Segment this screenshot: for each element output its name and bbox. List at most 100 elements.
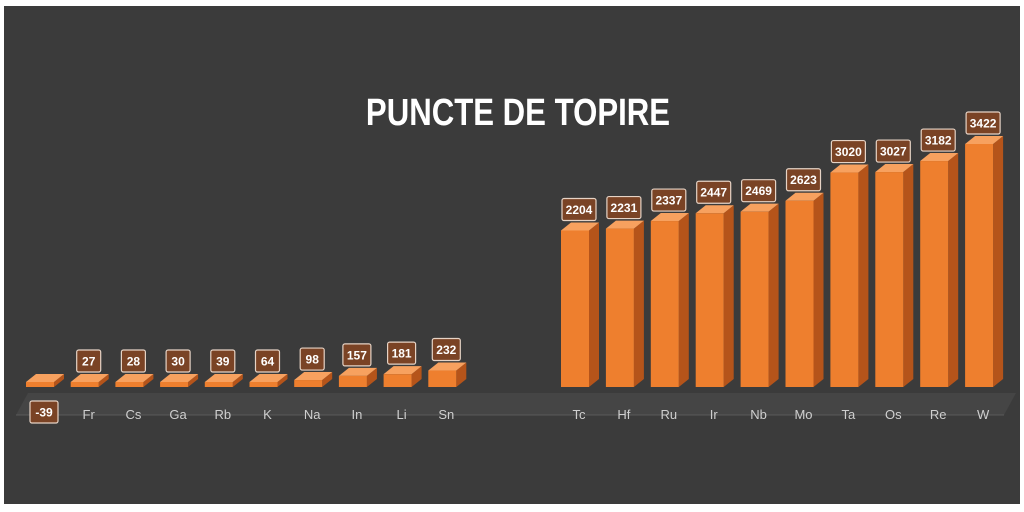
data-label-tc: 2204	[561, 197, 597, 222]
tick-label-in: In	[351, 407, 362, 422]
chart-frame: PUNCTE DE TOPIRE HgFrCsGaRbKNaInLiSnTcHf…	[4, 6, 1020, 504]
bar-front-sn	[428, 370, 457, 387]
bar-mo	[785, 192, 824, 387]
x-tick-labels: HgFrCsGaRbKNaInLiSnTcHfRuIrNbMoTaOsReW	[36, 407, 990, 422]
bar-side-na	[322, 372, 333, 387]
data-label-re: 3182	[920, 128, 956, 152]
bar-top-mo	[785, 192, 824, 201]
bar-front-mo	[785, 200, 814, 387]
data-label-box-na	[299, 347, 325, 371]
bar-front-li	[383, 374, 412, 387]
bar-front-hf	[605, 228, 634, 387]
floor-plane	[16, 393, 1016, 415]
bar-top-hf	[605, 220, 644, 229]
data-label-k: 64	[254, 349, 281, 373]
bars-group	[26, 136, 1004, 387]
data-label-li: 181	[387, 341, 417, 365]
data-label-rb: 39	[210, 349, 236, 373]
bar-front-hg	[26, 382, 54, 387]
bar-side-hg	[54, 374, 64, 387]
bar-top-fr	[70, 374, 109, 382]
bar-side-nb	[768, 203, 779, 387]
tick-label-tc: Tc	[573, 407, 587, 422]
tick-label-hf: Hf	[617, 407, 630, 422]
data-label-nb: 2469	[740, 179, 777, 203]
tick-label-li: Li	[397, 407, 407, 422]
bar-top-ir	[695, 205, 734, 214]
bar-top-re	[920, 153, 959, 162]
tick-label-w: W	[977, 407, 990, 422]
bar-front-cs	[115, 382, 144, 387]
tick-label-ru: Ru	[660, 407, 677, 422]
bar-side-sn	[456, 362, 467, 387]
data-label-box-hf	[606, 195, 642, 220]
bar-front-ta	[830, 172, 859, 387]
tick-label-rb: Rb	[214, 407, 231, 422]
bar-top-ga	[160, 374, 199, 382]
data-label-box-rb	[210, 349, 236, 373]
data-label-box-mo	[785, 168, 822, 192]
bar-hf	[605, 220, 644, 387]
chart-floor	[16, 393, 1016, 416]
bar-front-nb	[740, 211, 769, 387]
tick-label-ga: Ga	[169, 407, 187, 422]
bar-front-re	[920, 161, 949, 387]
bar-in	[338, 367, 377, 387]
data-label-box-hg	[29, 400, 59, 424]
tick-label-cs: Cs	[125, 407, 141, 422]
bar-w	[965, 136, 1004, 387]
bar-side-re	[948, 153, 959, 387]
data-label-mo: 2623	[785, 168, 822, 192]
bar-ir	[695, 205, 734, 387]
bar-front-os	[875, 172, 904, 387]
data-label-text-ir: 2447	[700, 186, 727, 200]
tick-label-nb: Nb	[750, 407, 767, 422]
melting-points-chart: HgFrCsGaRbKNaInLiSnTcHfRuIrNbMoTaOsReW -…	[16, 111, 1016, 424]
bar-top-na	[294, 372, 333, 381]
bar-top-k	[249, 374, 288, 382]
tick-label-na: Na	[304, 407, 321, 422]
data-label-text-k: 64	[261, 355, 275, 369]
bar-re	[920, 153, 959, 387]
bar-side-rb	[232, 374, 243, 387]
data-label-text-ru: 2337	[655, 194, 682, 208]
bar-rb	[204, 374, 243, 387]
data-label-text-tc: 2204	[566, 203, 593, 217]
data-label-box-li	[387, 341, 417, 365]
bar-cs	[115, 374, 154, 387]
data-label-text-nb: 2469	[745, 184, 772, 198]
data-label-ta: 3020	[830, 139, 867, 164]
data-label-in: 157	[342, 343, 372, 367]
data-label-text-hf: 2231	[611, 201, 638, 215]
data-label-box-k	[254, 349, 281, 373]
bar-front-na	[294, 380, 323, 387]
bar-top-w	[965, 136, 1004, 144]
bar-hg	[26, 374, 64, 387]
data-label-fr: 27	[76, 349, 102, 373]
bar-side-ir	[723, 205, 734, 387]
data-label-os: 3027	[875, 139, 911, 163]
bar-os	[875, 164, 914, 387]
bar-top-ta	[830, 164, 869, 173]
bar-side-hf	[633, 220, 644, 387]
bar-top-li	[383, 366, 422, 375]
bar-top-tc	[561, 222, 599, 231]
data-label-text-mo: 2623	[790, 173, 817, 187]
bar-side-ta	[858, 164, 869, 387]
data-label-text-os: 3027	[880, 145, 907, 159]
data-label-box-fr	[76, 349, 102, 373]
data-label-text-w: 3422	[970, 117, 997, 131]
bar-nb	[740, 203, 779, 387]
data-label-text-in: 157	[347, 348, 367, 362]
bar-li	[383, 366, 422, 387]
data-label-hf: 2231	[606, 195, 642, 220]
bar-top-rb	[204, 374, 243, 382]
tick-label-sn: Sn	[438, 407, 454, 422]
data-label-text-rb: 39	[216, 355, 230, 369]
bar-front-w	[965, 144, 994, 387]
data-label-text-hg: -39	[35, 406, 53, 420]
bar-top-os	[875, 164, 914, 173]
bar-top-nb	[740, 203, 779, 212]
bar-ta	[830, 164, 869, 387]
bar-top-in	[338, 367, 377, 376]
